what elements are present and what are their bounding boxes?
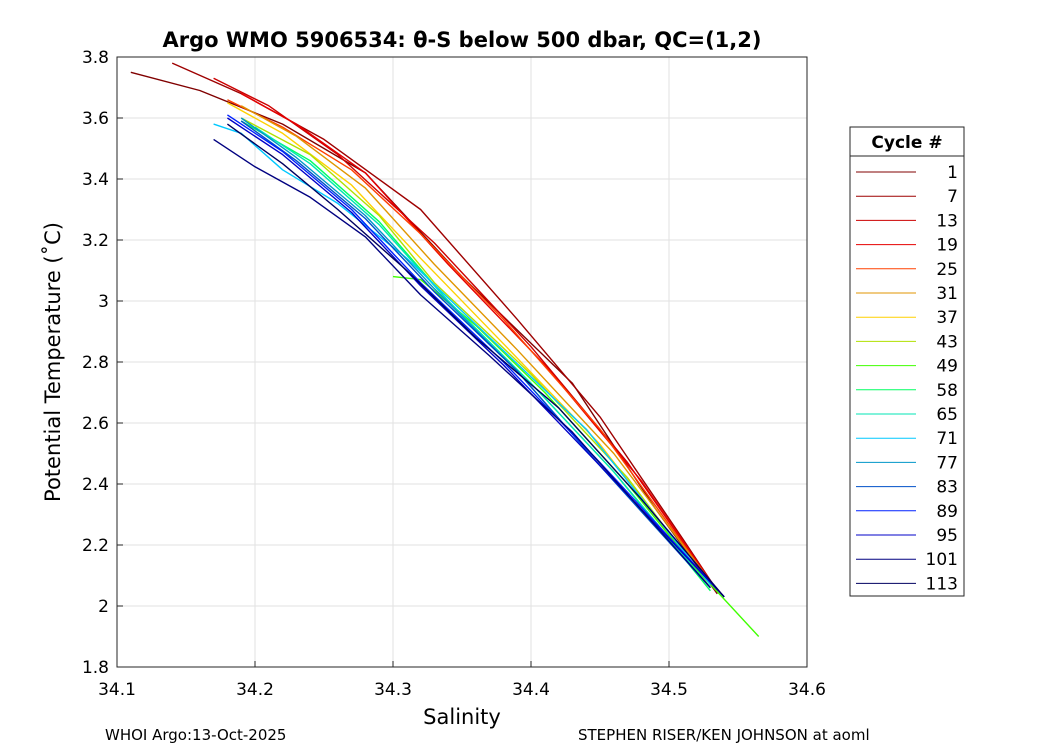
series-line-cycle-25 (227, 99, 711, 583)
legend-label-cycle-113: 113 (926, 574, 958, 594)
legend-label-cycle-83: 83 (936, 478, 958, 498)
legend-label-cycle-71: 71 (936, 429, 958, 449)
legend-label-cycle-49: 49 (936, 357, 958, 377)
y-tick-label: 2.8 (82, 353, 109, 373)
series-line-cycle-13 (213, 77, 718, 592)
footer-left: WHOI Argo:13-Oct-2025 (105, 726, 287, 744)
y-tick-label: 3.8 (82, 48, 109, 68)
series-group (130, 62, 760, 637)
legend-box (849, 126, 965, 597)
legend-title: Cycle # (871, 133, 942, 153)
series-line-cycle-49 (392, 275, 760, 637)
legend-label-cycle-89: 89 (936, 502, 958, 522)
legend-label-cycle-58: 58 (936, 381, 958, 401)
legend-label-cycle-19: 19 (936, 236, 958, 256)
series-line-cycle-101 (213, 138, 711, 589)
x-tick-label: 34.6 (788, 680, 826, 700)
series-line-cycle-43 (240, 117, 711, 589)
chart-title: Argo WMO 5906534: θ-S below 500 dbar, QC… (163, 28, 762, 52)
legend: Cycle # 1 7 13 19 25 31 37 43 49 58 65 71 77 83 89 95 10… (849, 126, 965, 597)
legend-label-cycle-7: 7 (947, 187, 958, 207)
series-line-cycle-65 (254, 126, 711, 589)
y-tick-label: 3.6 (82, 109, 109, 129)
legend-items: 1 7 13 19 25 31 37 43 49 58 65 71 77 83 89 95 101 113 (856, 163, 958, 594)
x-axis: 34.1 34.2 34.3 34.4 34.5 34.6 (98, 661, 826, 700)
legend-label-cycle-1: 1 (947, 163, 958, 183)
legend-label-cycle-77: 77 (936, 453, 958, 473)
legend-label-cycle-25: 25 (936, 260, 958, 280)
legend-label-cycle-31: 31 (936, 284, 958, 304)
legend-label-cycle-37: 37 (936, 308, 958, 328)
y-tick-label: 3 (98, 292, 109, 312)
legend-label-cycle-13: 13 (936, 211, 958, 231)
legend-label-cycle-101: 101 (926, 550, 958, 570)
series-line-cycle-95 (227, 117, 725, 598)
x-axis-label: Salinity (423, 705, 501, 729)
x-tick-label: 34.4 (512, 680, 550, 700)
series-line-cycle-37 (227, 102, 698, 570)
legend-label-cycle-65: 65 (936, 405, 958, 425)
y-axis-label: Potential Temperature (˚C) (41, 222, 65, 502)
y-axis: 1.8 2 2.2 2.4 2.6 2.8 3 3.2 3.4 3.6 3.8 (82, 48, 123, 678)
y-tick-label: 1.8 (82, 658, 109, 678)
series-line-cycle-19 (240, 92, 718, 592)
footer-right: STEPHEN RISER/KEN JOHNSON at aoml (578, 726, 870, 744)
series-line-cycle-113 (226, 123, 725, 598)
legend-label-cycle-43: 43 (936, 332, 958, 352)
x-tick-label: 34.2 (236, 680, 274, 700)
y-tick-label: 3.4 (82, 170, 109, 190)
y-tick-label: 2.4 (82, 475, 109, 495)
y-tick-label: 2 (98, 597, 109, 617)
x-tick-label: 34.5 (650, 680, 688, 700)
y-tick-label: 2.2 (82, 536, 109, 556)
y-tick-label: 3.2 (82, 231, 109, 251)
series-line-cycle-31 (240, 105, 711, 583)
x-tick-label: 34.3 (374, 680, 412, 700)
legend-label-cycle-95: 95 (936, 526, 958, 546)
y-tick-label: 2.6 (82, 414, 109, 434)
x-tick-label: 34.1 (98, 680, 136, 700)
